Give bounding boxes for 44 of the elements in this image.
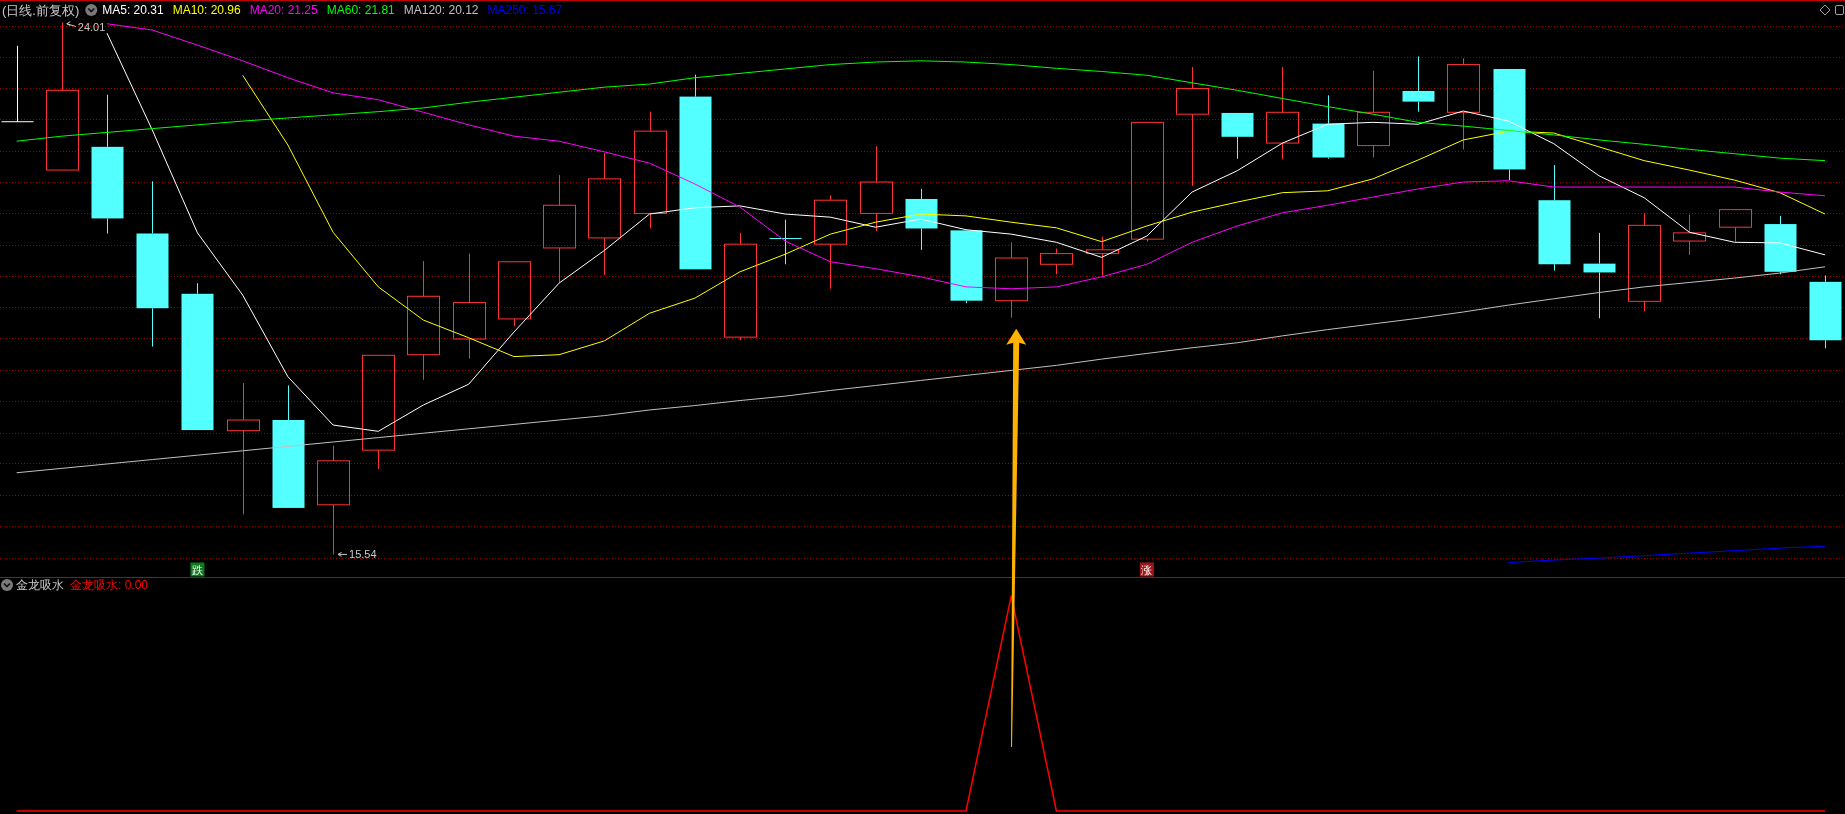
- candlestick: [1, 45, 34, 123]
- candlestick: [1176, 66, 1209, 187]
- candlestick: [995, 241, 1028, 319]
- text: MA250: 15.67: [487, 3, 563, 17]
- candlestick: [91, 94, 124, 234]
- candlestick: [814, 194, 847, 290]
- chart-title: 金龙吸水: [16, 578, 64, 592]
- candlestick: [1719, 209, 1752, 243]
- annotation: 24.01: [77, 20, 106, 33]
- chart-title: (日线.前复权): [2, 2, 80, 18]
- candlestick: [1493, 68, 1526, 181]
- candlestick: [46, 22, 79, 171]
- candlestick: [543, 174, 576, 283]
- candlestick: [679, 74, 712, 270]
- candlestick: [588, 152, 621, 276]
- text: MA120: 20.12: [403, 3, 479, 17]
- candlestick: [227, 382, 260, 515]
- candlestick: [1628, 212, 1661, 312]
- text: 金龙吸水: 0.00: [70, 578, 149, 592]
- candlestick: [1086, 236, 1119, 277]
- candlestick: [181, 282, 214, 431]
- candlestick: [1447, 57, 1480, 150]
- candlestick: [1357, 70, 1390, 159]
- candlestick: [1538, 164, 1571, 272]
- candlestick: [905, 188, 938, 251]
- text: MA10: 20.96: [172, 3, 242, 17]
- candlestick: [769, 219, 802, 265]
- candlestick: [407, 260, 440, 381]
- candlestick: [453, 253, 486, 359]
- candlestick: [634, 111, 667, 229]
- text: MA20: 21.25: [249, 3, 319, 17]
- candlestick: [1266, 66, 1299, 160]
- candlestick: [1312, 94, 1345, 158]
- candlestick: [362, 354, 395, 470]
- annotation: 15.54: [349, 548, 377, 561]
- candlestick: [724, 232, 757, 341]
- series-label: MA5: 20.31: [102, 3, 164, 17]
- candlestick: [272, 384, 305, 508]
- candlestick: [860, 145, 893, 232]
- candlestick: [1402, 55, 1435, 113]
- text: MA60: 21.81: [326, 3, 396, 17]
- candlestick: [1809, 275, 1842, 349]
- candlestick: [1583, 232, 1616, 319]
- candlestick: [136, 180, 169, 348]
